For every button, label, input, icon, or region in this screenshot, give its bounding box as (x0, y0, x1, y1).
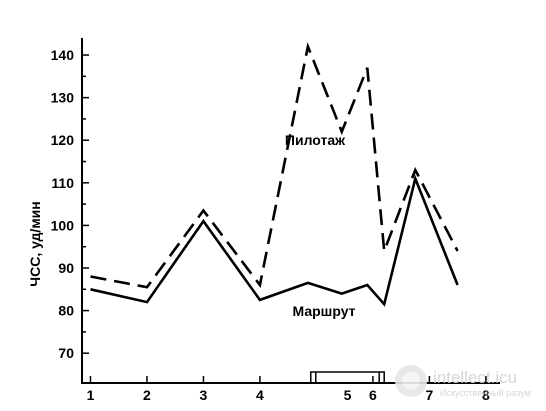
y-axis-title: ЧСС, уд/мин (27, 201, 43, 286)
y-tick-label: 140 (51, 47, 75, 63)
x-tick-label: 6 (369, 387, 377, 403)
interval-box (310, 371, 385, 384)
y-tick-label: 100 (51, 217, 75, 233)
watermark-logo: intellect.icu Искусственный разум (395, 365, 531, 398)
series-line-pilotazh (90, 41, 459, 289)
series-line-marshrut (90, 174, 459, 307)
series-label-pilotazh: Пилотаж (285, 132, 346, 148)
interval-bracket: 5 (310, 371, 385, 403)
y-tick-label: 90 (58, 260, 74, 276)
x-axis-ticks: 1 2 3 4 6 7 8 (87, 376, 490, 403)
y-tick-label: 120 (51, 132, 75, 148)
y-tick-label: 130 (51, 90, 75, 106)
x-tick-label: 1 (87, 387, 95, 403)
watermark-badge-inner (402, 372, 420, 390)
watermark-tagline: Искусственный разум (440, 388, 531, 398)
x-tick-label: 3 (200, 387, 208, 403)
series-label-marshrut: Маршрут (292, 303, 355, 319)
x-tick-label: 5 (344, 387, 352, 403)
watermark-brand: intellect.icu (433, 368, 517, 387)
y-tick-label: 70 (58, 345, 74, 361)
series-lines (90, 41, 459, 307)
y-tick-label: 80 (58, 303, 74, 319)
x-tick-label: 7 (425, 387, 433, 403)
x-tick-label: 2 (143, 387, 151, 403)
x-tick-label: 4 (256, 387, 264, 403)
y-axis-ticks: 70 80 90 100 110 120 130 140 (51, 47, 89, 361)
x-tick-label: 8 (482, 387, 490, 403)
y-tick-label: 110 (51, 175, 74, 191)
